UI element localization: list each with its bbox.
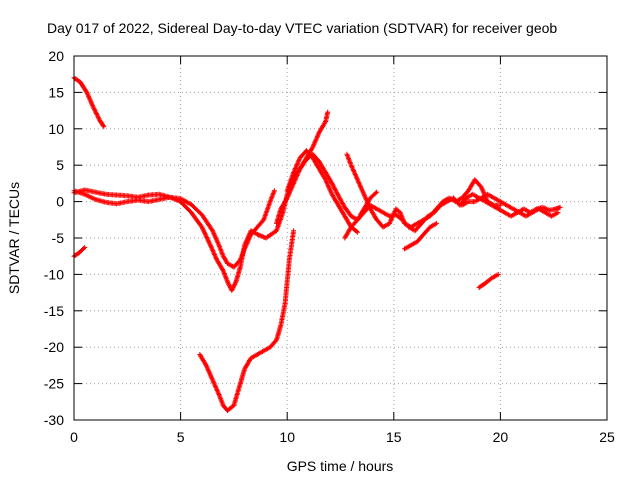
y-tick-label: -20 [44,339,64,355]
data-point-markers [476,271,501,290]
data-point-markers [71,75,107,130]
data-point-markers [344,151,503,230]
y-tick-label: 10 [48,121,64,137]
data-point-markers [274,109,331,226]
y-tick-label: -15 [44,303,64,319]
data-point-markers [71,151,563,293]
plot-markers [71,75,563,413]
y-tick-label: -10 [44,266,64,282]
data-point-markers [459,191,561,219]
y-axis-title: SDTVAR / TECUs [6,182,22,294]
y-tick-label: -5 [52,230,65,246]
x-tick-label: 0 [70,429,78,445]
x-tick-label: 15 [386,429,402,445]
grid-lines [74,56,607,420]
chart-title: Day 017 of 2022, Sidereal Day-to-day VTE… [47,20,557,36]
x-axis-title: GPS time / hours [287,458,394,474]
x-tick-label: 25 [599,429,615,445]
data-point-markers [197,228,297,413]
y-tick-label: 5 [56,157,64,173]
plot-frame [73,55,608,421]
data-point-markers [402,220,439,252]
axis-ticks: 0 5 10 15 20 25 -30 -25 -20 -15 -10 -5 0 5 10 15 20 [44,48,615,445]
data-point-markers [284,148,361,235]
y-tick-label: -30 [44,412,64,428]
x-tick-label: 20 [493,429,509,445]
x-tick-label: 10 [279,429,295,445]
y-tick-label: 20 [48,48,64,64]
x-tick-label: 5 [177,429,185,445]
y-tick-label: -25 [44,376,64,392]
y-tick-label: 0 [56,194,64,210]
y-tick-label: 15 [48,84,64,100]
